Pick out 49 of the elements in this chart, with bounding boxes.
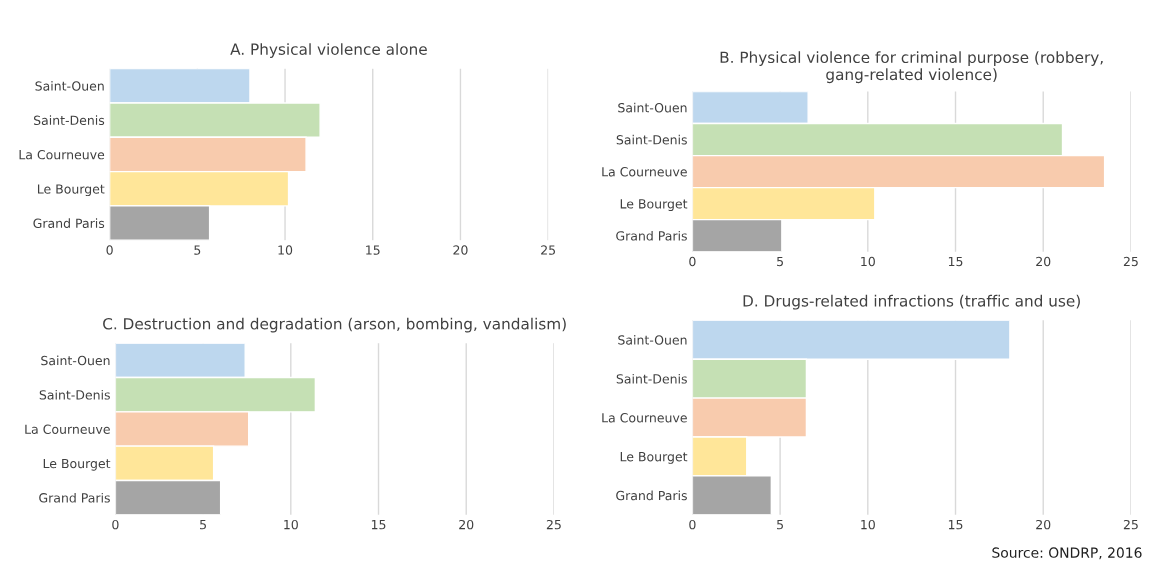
y-tick-label: Grand Paris (39, 492, 110, 503)
chart-title: D. Drugs-related infractions (traffic and use) (743, 294, 1080, 310)
y-tick-label: La Courneuve (602, 413, 687, 423)
x-tick-label: 5 (777, 256, 783, 267)
y-tick-label: Saint-Ouen (41, 355, 110, 366)
y-tick-label: Saint-Denis (33, 115, 105, 126)
y-tick-label: Grand Paris (33, 218, 105, 229)
x-tick-label: 25 (546, 519, 561, 530)
y-tick-label: Le Bourget (620, 452, 688, 464)
x-tick-label: 20 (1036, 256, 1051, 267)
source-note: Source: ONDRP, 2016 (992, 547, 1142, 560)
x-tick-label: 20 (453, 245, 468, 255)
x-tick-label: 10 (861, 519, 875, 530)
x-tick-label: 15 (948, 256, 963, 267)
y-tick-label: La Courneuve (602, 167, 687, 177)
y-tick-label: Grand Paris (616, 490, 687, 501)
y-tick-label: Saint-Ouen (618, 335, 687, 345)
x-tick-label: 15 (366, 245, 380, 255)
y-tick-label: La Courneuve (25, 424, 110, 434)
x-tick-label: 10 (861, 256, 875, 267)
x-tick-label: 20 (459, 519, 474, 530)
x-tick-label: 15 (371, 520, 386, 530)
y-tick-label: Saint-Denis (39, 389, 110, 400)
x-tick-label: 5 (194, 245, 201, 255)
x-tick-label: 0 (112, 519, 119, 530)
x-tick-label: 10 (278, 245, 293, 255)
x-tick-label: 0 (689, 256, 696, 267)
chart-title: A. Physical violence alone (230, 43, 427, 58)
x-tick-label: 25 (1123, 519, 1138, 530)
y-tick-label: Le Bourget (43, 458, 111, 471)
y-tick-label: Saint-Ouen (35, 81, 104, 91)
y-tick-label: Grand Paris (616, 230, 687, 241)
x-tick-label: 5 (200, 520, 206, 530)
x-tick-label: 15 (948, 520, 963, 530)
y-tick-label: Le Bourget (620, 199, 688, 211)
y-tick-label: La Courneuve (19, 149, 105, 160)
x-tick-label: 0 (689, 519, 696, 530)
x-tick-label: 25 (1123, 256, 1138, 267)
chart-title: B. Physical violence for criminal purpose (robbery, gang-related violence) (720, 51, 1103, 84)
y-tick-label: Le Bourget (37, 184, 105, 197)
x-tick-label: 20 (1036, 519, 1051, 530)
x-tick-label: 10 (284, 519, 298, 530)
x-tick-label: 5 (777, 520, 783, 530)
y-tick-label: Saint-Denis (616, 134, 687, 145)
x-tick-label: 0 (106, 245, 113, 255)
y-tick-label: Saint-Ouen (618, 102, 687, 113)
chart-title: C. Destruction and degradation (arson, bombing, vandalism) (103, 317, 566, 333)
y-tick-label: Saint-Denis (616, 373, 687, 384)
x-tick-label: 25 (541, 245, 556, 255)
